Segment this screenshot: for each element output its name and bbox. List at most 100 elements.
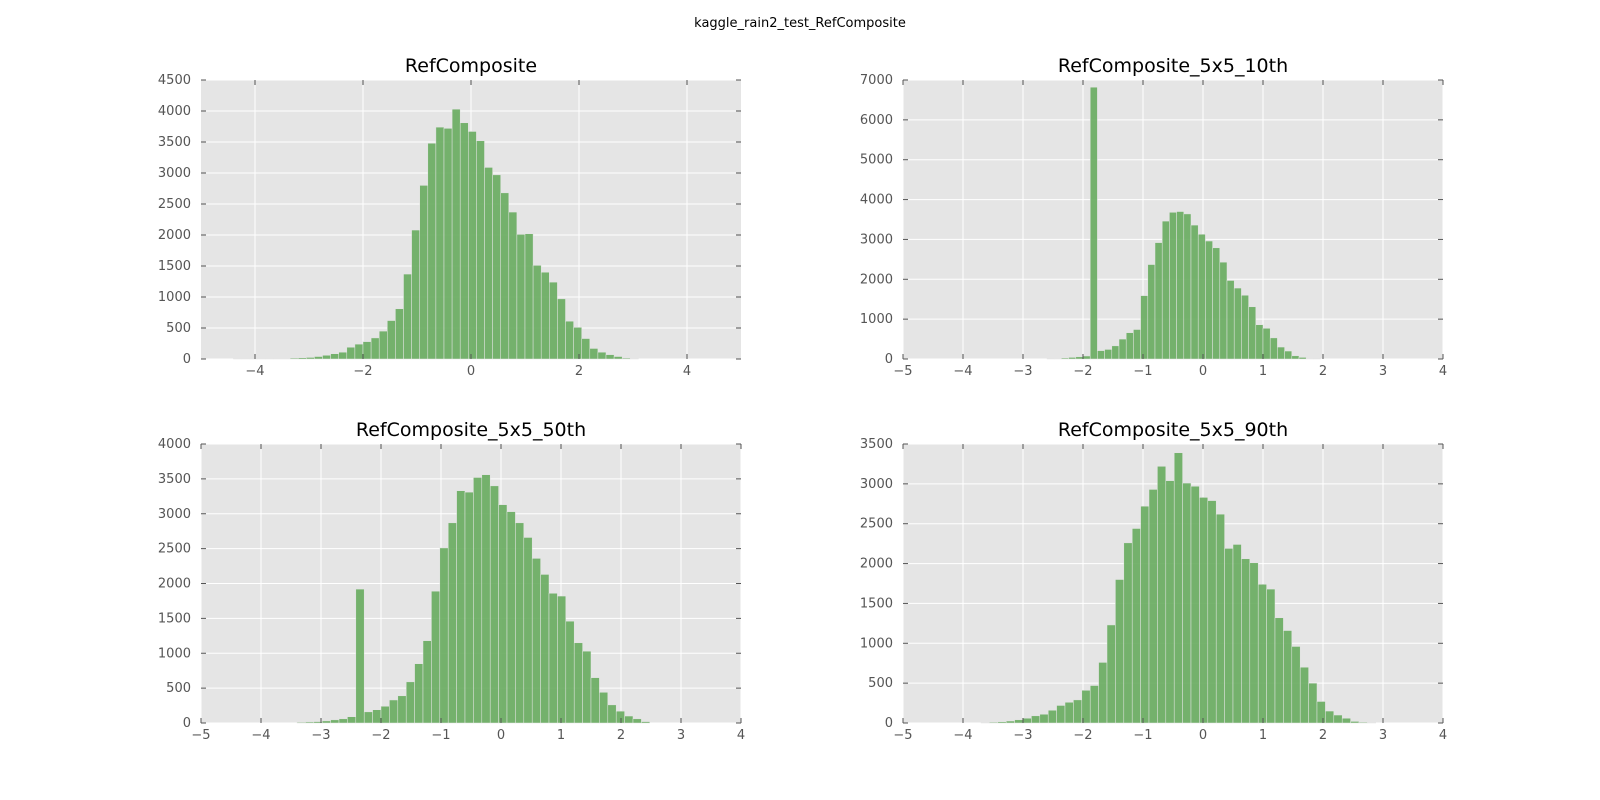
histogram-bars xyxy=(296,474,651,724)
histogram-bar xyxy=(1190,224,1199,360)
histogram-bar xyxy=(338,351,348,360)
histogram-bar xyxy=(338,718,348,724)
x-tick-label: 3 xyxy=(1379,728,1387,743)
x-tick-label: −1 xyxy=(1133,728,1152,743)
histogram-bar xyxy=(289,357,299,360)
histogram-bar xyxy=(1298,357,1307,360)
histogram-bar xyxy=(1183,213,1192,360)
histogram-bar xyxy=(481,474,491,724)
histogram-bar xyxy=(565,320,574,360)
histogram-bar xyxy=(632,718,642,724)
histogram-bar xyxy=(1104,349,1113,360)
histogram-bar xyxy=(387,320,396,360)
histogram-bar xyxy=(1199,497,1209,724)
histogram-bar xyxy=(427,142,437,360)
histogram-bar xyxy=(1073,699,1083,724)
x-tick-label: −2 xyxy=(353,364,372,379)
histogram-bar xyxy=(1140,295,1149,360)
histogram-bar xyxy=(1064,702,1074,724)
x-tick-label: 2 xyxy=(1319,364,1327,379)
histogram-bar xyxy=(1257,584,1267,724)
x-tick-label: −2 xyxy=(1073,364,1092,379)
histogram-bar xyxy=(1212,247,1221,360)
histogram-bar xyxy=(1082,355,1091,360)
histogram-bar xyxy=(473,477,483,724)
histogram-bar xyxy=(419,185,429,360)
histogram-bar xyxy=(506,511,516,724)
histogram-bar xyxy=(403,273,412,360)
x-tick-label: 1 xyxy=(1259,728,1267,743)
histogram-bar xyxy=(468,131,477,360)
histogram-bar xyxy=(1075,356,1084,360)
histogram-bar xyxy=(464,491,474,724)
histogram-bar xyxy=(565,620,575,724)
y-tick-label: 2000 xyxy=(860,557,893,572)
histogram-bar xyxy=(1039,713,1049,724)
x-tick-label: −4 xyxy=(953,364,972,379)
y-tick-label: 1500 xyxy=(860,596,893,611)
histogram-bar xyxy=(380,706,390,724)
histogram-bar xyxy=(1131,528,1141,724)
x-tick-label: −5 xyxy=(893,364,912,379)
histogram-bar xyxy=(557,595,567,724)
x-tick-label: −1 xyxy=(1133,364,1152,379)
histogram-bar xyxy=(372,709,382,724)
histogram-bar xyxy=(378,330,388,360)
histogram-bar xyxy=(1190,485,1200,724)
histogram-bar xyxy=(989,721,999,724)
histogram-panel-4: −5 −4 −3 −2 −1 0 1 2 3 4 0 500 1000 1500 2000 2500 3000 3… xyxy=(860,419,1447,743)
y-tick-label: 3000 xyxy=(860,232,893,247)
histogram-bar xyxy=(447,522,457,724)
histogram-bar xyxy=(500,192,510,360)
histogram-bar xyxy=(1161,220,1170,360)
x-tick-label: −5 xyxy=(893,728,912,743)
histogram-bar xyxy=(1308,682,1318,724)
histogram-bar xyxy=(581,338,591,360)
histogram-bar xyxy=(296,722,306,724)
x-tick-label: 0 xyxy=(497,728,505,743)
y-tick-label: 1000 xyxy=(158,290,191,305)
histogram-bar xyxy=(346,346,356,360)
histogram-bar xyxy=(1197,233,1206,360)
x-tick-label: 1 xyxy=(1259,364,1267,379)
histogram-bar xyxy=(1205,240,1213,360)
y-tick-label: 2500 xyxy=(158,542,191,557)
subplot-grid: −4 −2 0 2 4050010001500200025003000350040004… xyxy=(158,55,1447,743)
histogram-bar xyxy=(498,504,508,724)
histogram-bar xyxy=(1241,294,1249,360)
histogram-bar xyxy=(1115,579,1125,724)
histogram-bar xyxy=(1274,617,1284,724)
y-tick-label: 2500 xyxy=(860,517,893,532)
x-tick-label: −1 xyxy=(431,728,450,743)
x-tick-label: −4 xyxy=(245,364,264,379)
y-tick-label: 0 xyxy=(885,716,893,731)
x-tick-label: −4 xyxy=(251,728,270,743)
x-tick-label: −5 xyxy=(191,728,210,743)
histogram-bar xyxy=(1232,544,1242,724)
y-tick-label: 5000 xyxy=(860,153,893,168)
x-tick-label: 4 xyxy=(737,728,745,743)
y-tick-label: 1000 xyxy=(860,312,893,327)
x-tick-label: 2 xyxy=(1319,728,1327,743)
histogram-bar xyxy=(624,715,634,724)
histogram-bar xyxy=(1169,212,1177,360)
histogram-bar xyxy=(431,590,441,724)
histogram-bar xyxy=(411,229,420,360)
histogram-bar xyxy=(597,351,607,360)
x-tick-label: 4 xyxy=(1439,364,1447,379)
histogram-bar xyxy=(516,234,526,360)
histogram-bar xyxy=(362,341,372,360)
x-tick-label: 0 xyxy=(1199,728,1207,743)
y-tick-label: 3000 xyxy=(158,507,191,522)
y-tick-label: 3500 xyxy=(158,135,191,150)
histogram-bar xyxy=(1097,350,1105,360)
histogram-bar xyxy=(1299,666,1309,724)
histogram-bar xyxy=(524,233,534,360)
histogram-bar xyxy=(1133,329,1141,360)
histogram-bar xyxy=(1056,705,1066,724)
histogram-bar xyxy=(297,357,307,360)
x-tick-label: 3 xyxy=(677,728,685,743)
y-tick-label: 4000 xyxy=(158,104,191,119)
histogram-bar xyxy=(347,716,357,724)
